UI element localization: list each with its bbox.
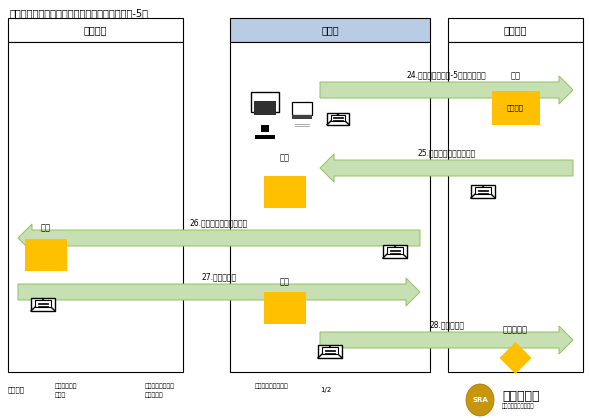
Polygon shape bbox=[320, 326, 573, 354]
Polygon shape bbox=[327, 113, 349, 125]
Bar bbox=[255, 135, 275, 139]
Text: 当事務所: 当事務所 bbox=[504, 25, 527, 35]
Polygon shape bbox=[320, 154, 573, 182]
Text: ：複数回のやりとり: ：複数回のやりとり bbox=[255, 383, 289, 389]
Polygon shape bbox=[388, 247, 402, 254]
Polygon shape bbox=[471, 185, 495, 198]
Polygon shape bbox=[331, 115, 345, 121]
Bar bbox=[292, 115, 312, 119]
Bar bbox=[264, 176, 306, 208]
Text: ：電子メール: ：電子メール bbox=[55, 383, 77, 389]
Bar bbox=[8, 42, 183, 372]
Text: お客様: お客様 bbox=[321, 25, 339, 35]
Bar bbox=[264, 292, 306, 324]
Text: 検討・判断: 検討・判断 bbox=[503, 326, 528, 334]
Bar bbox=[254, 101, 276, 115]
Bar bbox=[230, 42, 430, 372]
Text: 28.「診断書」: 28.「診断書」 bbox=[429, 320, 464, 329]
Polygon shape bbox=[323, 347, 337, 354]
Text: 社会保険労務士事務所: 社会保険労務士事務所 bbox=[502, 403, 535, 409]
Bar bbox=[230, 18, 430, 42]
Polygon shape bbox=[476, 187, 490, 194]
Polygon shape bbox=[500, 342, 532, 374]
Text: SRA: SRA bbox=[472, 397, 488, 403]
Text: ：お支払い: ：お支払い bbox=[145, 392, 164, 398]
Text: 【凡例】: 【凡例】 bbox=[8, 387, 25, 393]
Polygon shape bbox=[35, 300, 51, 307]
Text: 確認: 確認 bbox=[280, 153, 290, 163]
Polygon shape bbox=[31, 298, 55, 311]
Text: 作成: 作成 bbox=[41, 224, 51, 232]
Bar bbox=[251, 92, 279, 112]
Text: 医療機関: 医療機関 bbox=[84, 25, 107, 35]
Text: 26.「診断書」の作成依頼: 26.「診断書」の作成依頼 bbox=[190, 218, 248, 227]
Text: 障害年金申請サポート・チャート図（ステップ-5）: 障害年金申請サポート・チャート図（ステップ-5） bbox=[10, 8, 149, 18]
Polygon shape bbox=[18, 278, 420, 306]
Text: アヴァロン: アヴァロン bbox=[502, 390, 539, 403]
Text: お支払い: お支払い bbox=[507, 104, 524, 111]
Text: 1/2: 1/2 bbox=[320, 387, 331, 393]
Polygon shape bbox=[383, 245, 407, 258]
Text: 確認: 確認 bbox=[510, 71, 520, 81]
Text: 25.「診断書」の作成依頼: 25.「診断書」の作成依頼 bbox=[417, 148, 476, 157]
Polygon shape bbox=[18, 224, 420, 252]
Polygon shape bbox=[320, 76, 573, 104]
Text: ：書類: ：書類 bbox=[55, 392, 66, 398]
Polygon shape bbox=[318, 345, 342, 358]
Bar bbox=[8, 18, 183, 42]
Text: 27.「診断書」: 27.「診断書」 bbox=[201, 272, 237, 281]
Bar bbox=[448, 42, 583, 372]
Polygon shape bbox=[466, 384, 494, 416]
Bar bbox=[25, 239, 67, 271]
Bar bbox=[261, 125, 269, 132]
Text: ：サイト上の入力: ：サイト上の入力 bbox=[145, 383, 175, 389]
Bar bbox=[491, 91, 539, 125]
Bar bbox=[448, 18, 583, 42]
Text: 24.契約（ステップ-5）のお申込み: 24.契約（ステップ-5）のお申込み bbox=[407, 70, 486, 79]
Text: 確認: 確認 bbox=[280, 278, 290, 286]
Bar bbox=[292, 102, 312, 115]
